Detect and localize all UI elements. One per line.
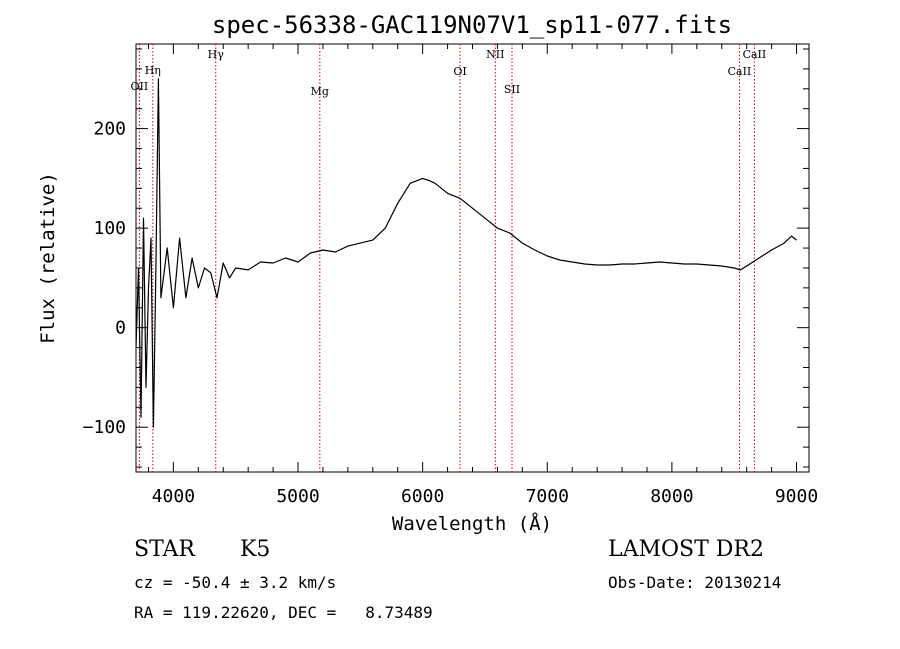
y-tick-label: 200 (93, 119, 126, 140)
x-tick-label: 6000 (401, 486, 444, 507)
x-axis-label: Wavelength (Å) (392, 512, 552, 535)
x-tick-label: 9000 (775, 486, 818, 507)
x-tick-label: 7000 (526, 486, 569, 507)
spectral-line-label: SII (504, 83, 520, 96)
y-axis-label: Flux (relative) (37, 172, 59, 344)
spectral-line-markers: OII Hη Hγ Mg OI NII SII CaII CaII (131, 44, 767, 472)
spectral-line-label: OI (453, 65, 466, 78)
spectral-line-label: OII (131, 80, 149, 93)
subclass-label: K5 (240, 537, 271, 562)
coords-text: RA = 119.22620, DEC = 8.73489 (134, 603, 433, 622)
spectral-line-label: CaII (743, 48, 767, 61)
y-tick-label: 100 (93, 218, 126, 239)
plot-frame (135, 43, 810, 473)
y-tick-label: −100 (83, 417, 126, 438)
axis-tick-labels: 4000 5000 6000 7000 8000 9000 −100 0 100 200 (83, 119, 819, 507)
spectrum-line (135, 78, 797, 428)
spectral-line-label: Hη (145, 64, 161, 77)
spectral-line-label: Hγ (208, 48, 225, 61)
chart-title: spec-56338-GAC119N07V1_sp11-077.fits (212, 11, 732, 39)
spectral-line-label: Mg (311, 85, 329, 98)
y-tick-label: 0 (115, 318, 126, 339)
spectral-line-label: NII (486, 48, 504, 61)
spectrum-series (135, 78, 797, 428)
spectral-line-label: CaII (728, 65, 752, 78)
x-tick-label: 5000 (276, 486, 319, 507)
x-tick-label: 8000 (650, 486, 693, 507)
x-tick-label: 4000 (152, 486, 195, 507)
obs-date-text: Obs-Date: 20130214 (608, 573, 782, 592)
axis-ticks (136, 44, 809, 472)
survey-label: LAMOST DR2 (608, 537, 764, 562)
velocity-text: cz = -50.4 ± 3.2 km/s (134, 573, 337, 592)
class-label: STAR (134, 537, 195, 562)
